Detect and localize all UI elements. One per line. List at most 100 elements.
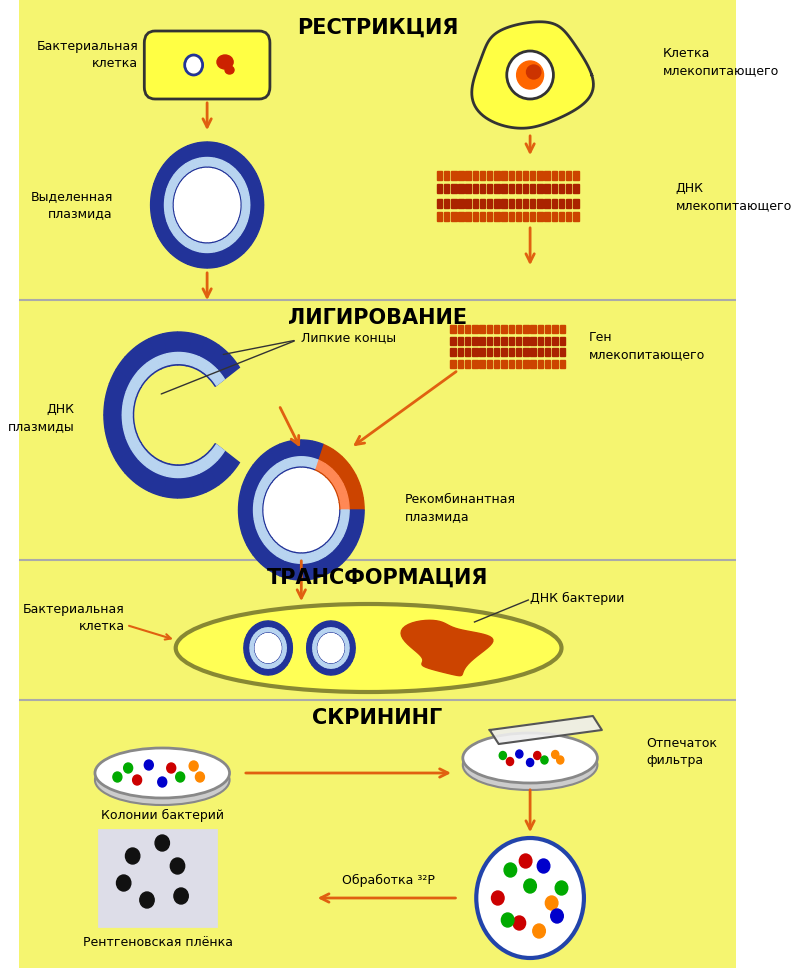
Wedge shape <box>170 225 180 235</box>
Bar <box>494 171 499 180</box>
Circle shape <box>526 759 534 767</box>
Bar <box>559 337 565 345</box>
Wedge shape <box>174 168 185 180</box>
Bar <box>437 184 442 193</box>
Wedge shape <box>338 630 342 635</box>
Wedge shape <box>313 648 316 651</box>
Wedge shape <box>158 165 181 186</box>
Wedge shape <box>290 553 302 580</box>
Wedge shape <box>106 425 137 446</box>
Wedge shape <box>328 664 331 668</box>
Wedge shape <box>345 650 354 657</box>
Wedge shape <box>281 634 291 643</box>
Wedge shape <box>237 218 260 236</box>
Wedge shape <box>147 458 160 472</box>
Wedge shape <box>265 469 276 481</box>
Wedge shape <box>242 197 250 205</box>
Wedge shape <box>334 663 337 668</box>
Wedge shape <box>154 218 178 236</box>
Bar <box>573 212 578 221</box>
Wedge shape <box>319 630 323 635</box>
Bar <box>473 212 478 221</box>
Wedge shape <box>327 538 338 551</box>
Wedge shape <box>186 161 195 171</box>
Bar <box>509 348 514 356</box>
Wedge shape <box>268 664 271 668</box>
Wedge shape <box>270 663 277 675</box>
Wedge shape <box>262 628 266 632</box>
Wedge shape <box>210 370 224 385</box>
Bar <box>450 359 456 368</box>
Wedge shape <box>240 189 249 198</box>
Circle shape <box>513 916 526 930</box>
Wedge shape <box>273 622 280 634</box>
Wedge shape <box>270 547 288 576</box>
Bar <box>573 199 578 208</box>
Bar <box>487 184 493 193</box>
Wedge shape <box>268 628 271 632</box>
Wedge shape <box>293 554 302 563</box>
Wedge shape <box>273 662 280 674</box>
Wedge shape <box>186 353 199 367</box>
Wedge shape <box>214 158 222 168</box>
Wedge shape <box>198 142 207 167</box>
Bar <box>552 359 558 368</box>
Circle shape <box>262 467 340 553</box>
Wedge shape <box>346 648 349 651</box>
Wedge shape <box>270 444 288 472</box>
Wedge shape <box>279 656 289 665</box>
Bar <box>487 171 493 180</box>
Wedge shape <box>285 458 294 469</box>
Wedge shape <box>254 537 277 563</box>
Wedge shape <box>262 663 266 668</box>
Wedge shape <box>293 457 302 467</box>
Circle shape <box>195 772 205 782</box>
Wedge shape <box>193 158 201 168</box>
Wedge shape <box>254 500 262 510</box>
Wedge shape <box>237 173 260 192</box>
Circle shape <box>176 772 185 782</box>
Bar <box>444 184 450 193</box>
Wedge shape <box>307 639 318 646</box>
Wedge shape <box>340 627 350 638</box>
Wedge shape <box>338 492 348 502</box>
Bar <box>523 184 528 193</box>
Bar <box>538 325 543 333</box>
Bar <box>473 184 478 193</box>
Bar <box>480 199 486 208</box>
Bar <box>437 199 442 208</box>
Wedge shape <box>234 174 244 186</box>
Circle shape <box>189 761 198 771</box>
Wedge shape <box>170 234 190 259</box>
Bar <box>479 337 485 345</box>
Bar <box>450 325 456 333</box>
Bar <box>530 184 535 193</box>
Wedge shape <box>210 443 239 475</box>
Wedge shape <box>290 440 302 468</box>
Bar <box>566 184 571 193</box>
Wedge shape <box>279 630 289 640</box>
Wedge shape <box>339 498 364 510</box>
Wedge shape <box>257 483 267 495</box>
Wedge shape <box>282 648 292 652</box>
Wedge shape <box>251 653 255 658</box>
Text: Бактериальная
клетка: Бактериальная клетка <box>36 40 138 70</box>
Bar <box>480 184 486 193</box>
Wedge shape <box>165 212 174 222</box>
Wedge shape <box>265 628 268 632</box>
Bar <box>516 359 522 368</box>
Wedge shape <box>319 622 326 634</box>
Wedge shape <box>219 161 229 171</box>
Wedge shape <box>234 225 244 235</box>
Ellipse shape <box>176 604 562 692</box>
Bar <box>523 171 528 180</box>
Wedge shape <box>280 551 294 579</box>
Wedge shape <box>344 653 348 658</box>
Bar <box>545 348 550 356</box>
Bar <box>487 199 493 208</box>
Wedge shape <box>315 635 319 640</box>
Bar <box>465 337 470 345</box>
Wedge shape <box>308 653 318 661</box>
Wedge shape <box>253 635 257 640</box>
Text: РЕСТРИКЦИЯ: РЕСТРИКЦИЯ <box>297 18 458 38</box>
